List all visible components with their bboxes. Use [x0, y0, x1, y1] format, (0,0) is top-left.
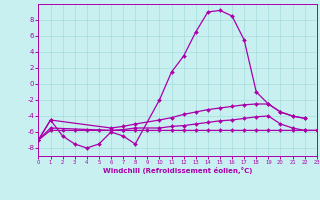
X-axis label: Windchill (Refroidissement éolien,°C): Windchill (Refroidissement éolien,°C) [103, 167, 252, 174]
